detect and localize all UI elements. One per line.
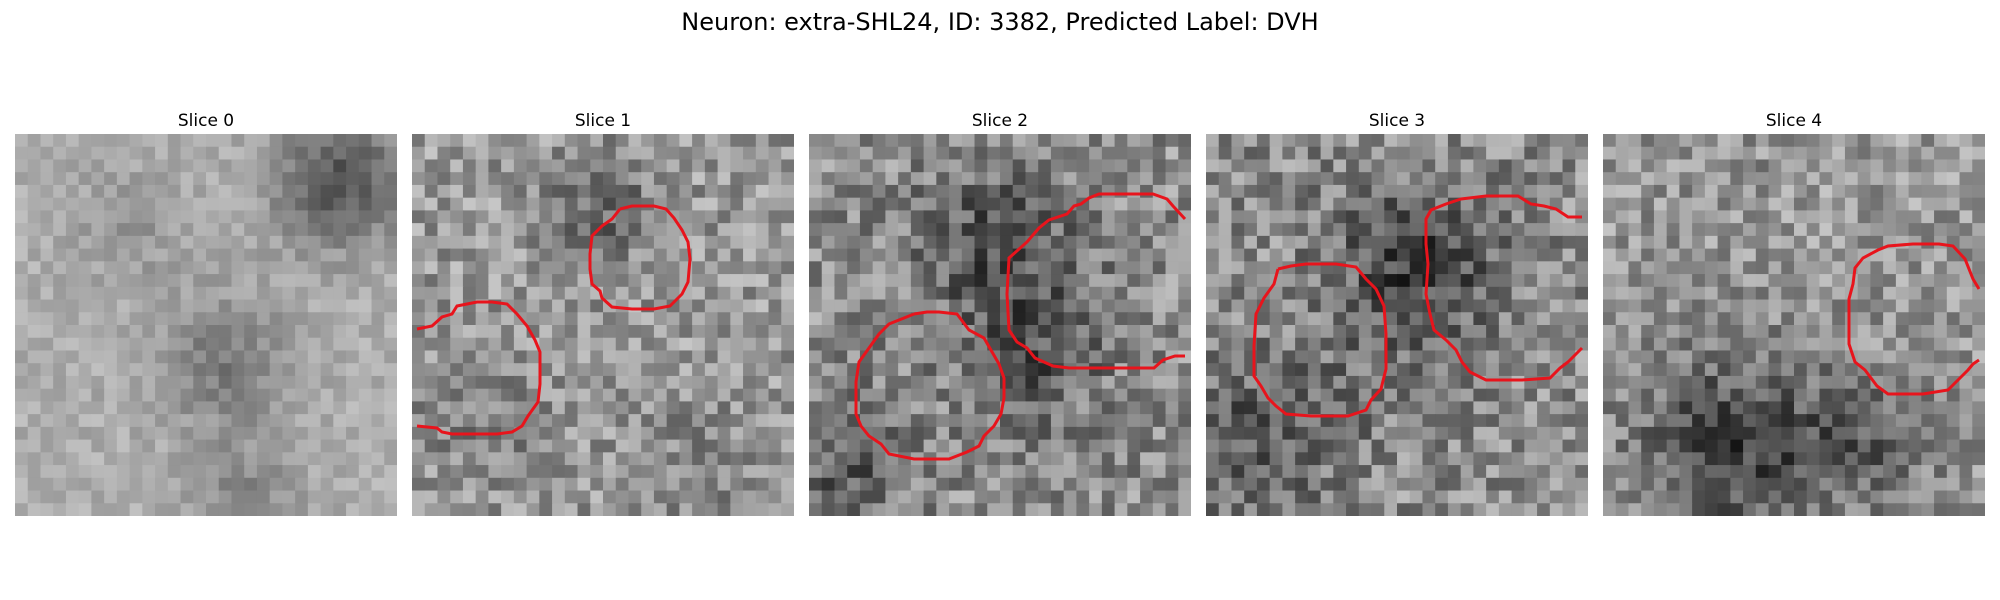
slice-image xyxy=(1603,134,1985,516)
grayscale-grid xyxy=(15,134,397,516)
panel-title: Slice 4 xyxy=(1765,111,1823,131)
panel-title: Slice 0 xyxy=(177,111,235,131)
grayscale-grid xyxy=(809,134,1191,516)
panel-slice-2: Slice 2 xyxy=(809,110,1191,516)
figure-title: Neuron: extra-SHL24, ID: 3382, Predicted… xyxy=(681,8,1319,36)
slice-image xyxy=(15,134,397,516)
panel-slice-0: Slice 0 xyxy=(15,110,397,516)
cell-contour xyxy=(1847,242,1981,396)
slice-image xyxy=(412,134,794,516)
panel-slice-3: Slice 3 xyxy=(1206,110,1588,516)
cell-contour xyxy=(416,300,542,436)
cell-contour xyxy=(588,204,692,311)
grayscale-grid xyxy=(412,134,794,516)
panel-title: Slice 1 xyxy=(574,111,632,131)
cell-contour xyxy=(1005,192,1187,370)
panel-title: Slice 2 xyxy=(971,111,1029,131)
cell-contour xyxy=(1252,262,1388,418)
cell-contour xyxy=(1424,194,1584,382)
panel-title: Slice 3 xyxy=(1368,111,1426,131)
slice-image xyxy=(1206,134,1588,516)
panel-slice-1: Slice 1 xyxy=(412,110,794,516)
cell-contour xyxy=(854,310,1006,461)
grayscale-grid xyxy=(1603,134,1985,516)
panel-slice-4: Slice 4 xyxy=(1603,110,1985,516)
grayscale-grid xyxy=(1206,134,1588,516)
slice-image xyxy=(809,134,1191,516)
